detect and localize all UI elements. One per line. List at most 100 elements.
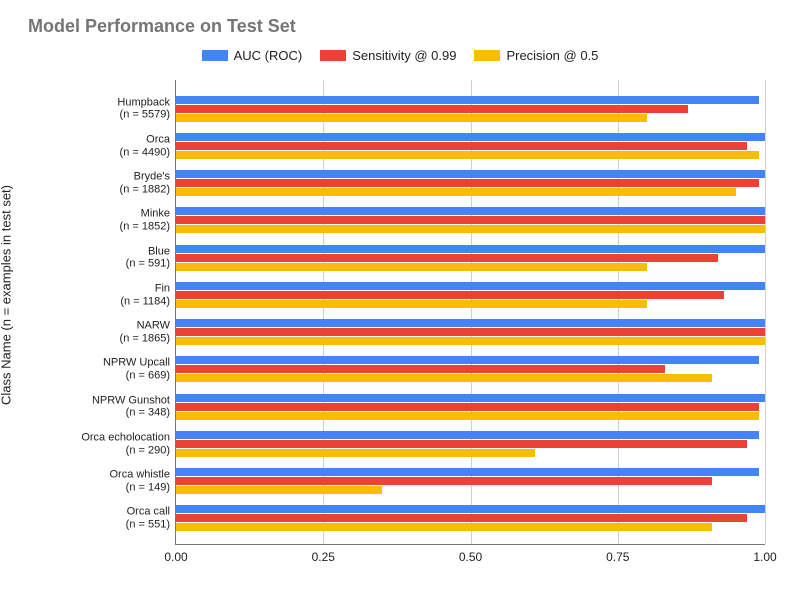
bar-sens: [176, 328, 765, 336]
x-tick-label: 1.00: [753, 550, 776, 564]
category-name: Fin: [120, 282, 170, 295]
category-row: NPRW Upcall(n = 669): [176, 356, 765, 382]
category-name: NPRW Upcall: [103, 357, 170, 370]
category-n: (n = 149): [109, 481, 170, 494]
category-n: (n = 669): [103, 369, 170, 382]
category-row: Humpback(n = 5579): [176, 96, 765, 122]
grid-line: [765, 80, 766, 544]
bar-sens: [176, 514, 747, 522]
category-name: Minke: [120, 208, 170, 221]
bar-prec: [176, 449, 535, 457]
bar-sens: [176, 105, 688, 113]
bar-auc: [176, 245, 765, 253]
category-n: (n = 1184): [120, 295, 170, 308]
category-n: (n = 1882): [120, 183, 170, 196]
category-name: Blue: [126, 245, 170, 258]
bar-prec: [176, 374, 712, 382]
category-label: NPRW Gunshot(n = 348): [92, 394, 170, 419]
category-name: Humpback: [117, 96, 170, 109]
bar-sens: [176, 216, 765, 224]
category-label: Fin(n = 1184): [120, 282, 170, 307]
category-n: (n = 348): [92, 407, 170, 420]
bar-prec: [176, 114, 647, 122]
category-row: Blue(n = 591): [176, 245, 765, 271]
category-row: NARW(n = 1865): [176, 319, 765, 345]
bar-auc: [176, 319, 765, 327]
category-name: Orca call: [126, 506, 170, 519]
category-row: NPRW Gunshot(n = 348): [176, 394, 765, 420]
category-n: (n = 290): [81, 444, 170, 457]
bar-prec: [176, 337, 765, 345]
bar-prec: [176, 412, 759, 420]
category-label: Orca call(n = 551): [126, 506, 170, 531]
category-name: Bryde's: [120, 170, 170, 183]
chart-title: Model Performance on Test Set: [28, 16, 296, 37]
category-name: NPRW Gunshot: [92, 394, 170, 407]
legend-swatch: [202, 50, 228, 61]
x-tick-label: 0.75: [606, 550, 629, 564]
bar-auc: [176, 356, 759, 364]
category-label: Bryde's(n = 1882): [120, 170, 170, 195]
category-name: Orca echolocation: [81, 431, 170, 444]
plot-area: 0.000.250.500.751.00Humpback(n = 5579)Or…: [175, 80, 765, 545]
bar-prec: [176, 188, 736, 196]
bar-prec: [176, 486, 382, 494]
bar-auc: [176, 170, 765, 178]
bar-sens: [176, 477, 712, 485]
category-label: Minke(n = 1852): [120, 208, 170, 233]
y-axis-label: Class Name (n = examples in test set): [0, 185, 14, 405]
category-name: Orca whistle: [109, 468, 170, 481]
category-label: NPRW Upcall(n = 669): [103, 357, 170, 382]
category-label: Orca(n = 4490): [120, 133, 170, 158]
category-label: Orca echolocation(n = 290): [81, 431, 170, 456]
category-row: Bryde's(n = 1882): [176, 170, 765, 196]
category-n: (n = 5579): [117, 109, 170, 122]
bar-prec: [176, 151, 759, 159]
legend-item: Precision @ 0.5: [474, 48, 598, 63]
category-n: (n = 591): [126, 258, 170, 271]
legend-label: Precision @ 0.5: [506, 48, 598, 63]
bar-auc: [176, 394, 765, 402]
category-label: Blue(n = 591): [126, 245, 170, 270]
bar-sens: [176, 254, 718, 262]
bar-auc: [176, 505, 765, 513]
category-row: Orca call(n = 551): [176, 505, 765, 531]
bar-prec: [176, 300, 647, 308]
category-label: Orca whistle(n = 149): [109, 468, 170, 493]
category-label: NARW(n = 1865): [120, 319, 170, 344]
bar-auc: [176, 207, 765, 215]
legend-swatch: [474, 50, 500, 61]
legend-item: AUC (ROC): [202, 48, 303, 63]
legend-label: Sensitivity @ 0.99: [352, 48, 456, 63]
category-row: Orca echolocation(n = 290): [176, 431, 765, 457]
category-n: (n = 551): [126, 518, 170, 531]
category-name: Orca: [120, 133, 170, 146]
bar-sens: [176, 440, 747, 448]
bar-prec: [176, 263, 647, 271]
bar-auc: [176, 468, 759, 476]
legend-swatch: [320, 50, 346, 61]
x-tick-label: 0.50: [459, 550, 482, 564]
category-row: Fin(n = 1184): [176, 282, 765, 308]
x-tick-label: 0.00: [164, 550, 187, 564]
bar-sens: [176, 365, 665, 373]
category-row: Orca(n = 4490): [176, 133, 765, 159]
bar-auc: [176, 133, 765, 141]
legend-label: AUC (ROC): [234, 48, 303, 63]
bar-sens: [176, 142, 747, 150]
bar-sens: [176, 179, 759, 187]
category-n: (n = 4490): [120, 146, 170, 159]
bar-auc: [176, 282, 765, 290]
category-label: Humpback(n = 5579): [117, 96, 170, 121]
category-n: (n = 1852): [120, 220, 170, 233]
x-tick-label: 0.25: [312, 550, 335, 564]
legend: AUC (ROC) Sensitivity @ 0.99 Precision @ 0…: [0, 48, 800, 63]
bar-sens: [176, 291, 724, 299]
category-name: NARW: [120, 319, 170, 332]
category-row: Minke(n = 1852): [176, 207, 765, 233]
bar-sens: [176, 403, 759, 411]
category-row: Orca whistle(n = 149): [176, 468, 765, 494]
bar-auc: [176, 431, 759, 439]
bar-prec: [176, 523, 712, 531]
bar-auc: [176, 96, 759, 104]
